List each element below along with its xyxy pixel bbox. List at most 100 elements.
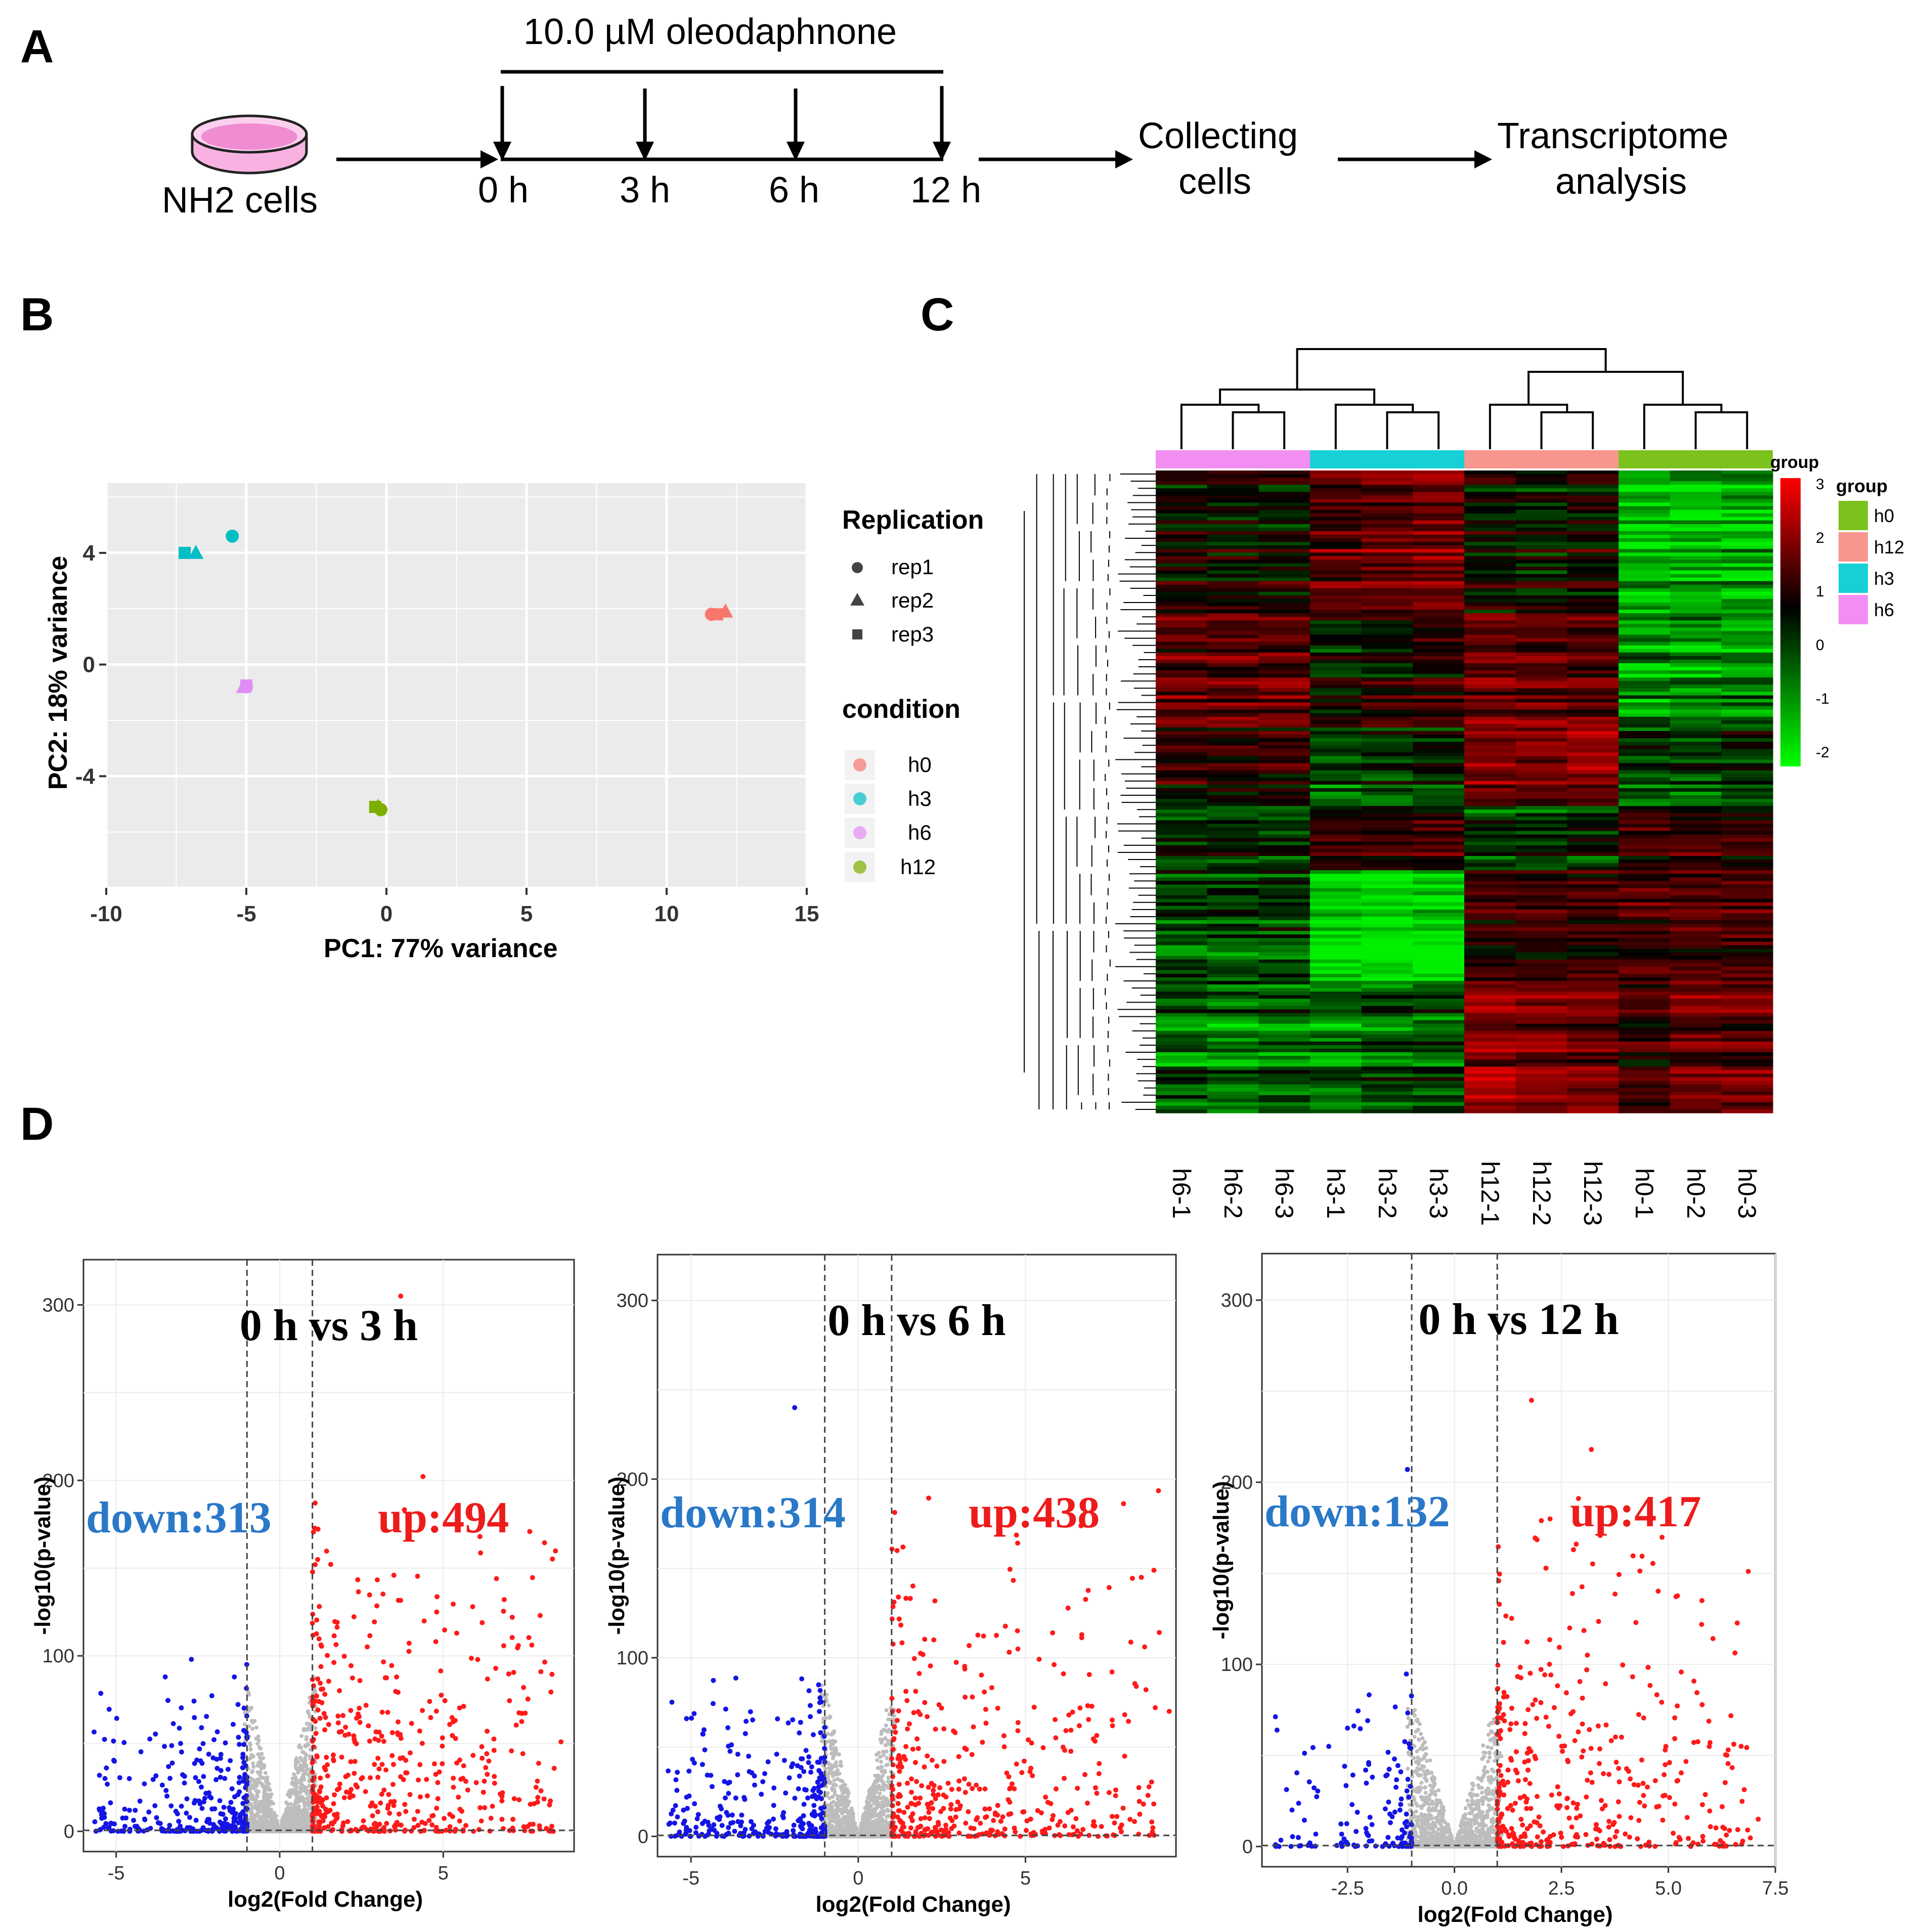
volcano-point-up: [403, 1809, 409, 1814]
group-bar-segment: [1310, 450, 1464, 468]
heatmap-cell: [1721, 492, 1773, 496]
volcano-point-up: [324, 1754, 329, 1760]
volcano-point-down: [214, 1766, 220, 1771]
volcano-point-up: [510, 1817, 516, 1822]
volcano-point-up: [451, 1776, 456, 1781]
volcano-point-up: [457, 1705, 462, 1711]
volcano-point-down: [197, 1746, 202, 1752]
volcano-point-up: [438, 1668, 444, 1673]
volcano-point-down: [97, 1773, 102, 1778]
volcano-point-up: [375, 1822, 381, 1828]
pca-xtick-label: 10: [654, 901, 679, 926]
volcano-point-up: [447, 1812, 453, 1817]
heatmap-cell: [1670, 492, 1722, 496]
volcano-point-ns: [264, 1807, 268, 1811]
heatmap-cell: [1258, 513, 1311, 518]
volcano-point-ns: [262, 1788, 267, 1793]
volcano-point-highlight: [162, 1674, 168, 1680]
volcano-point-ns: [263, 1797, 268, 1801]
volcano-point-ns: [280, 1819, 284, 1823]
volcano-point-down: [142, 1781, 147, 1787]
volcano-point-ns: [303, 1757, 308, 1762]
heatmap-cell: [1207, 502, 1259, 507]
step-transcriptome-line2: analysis: [1555, 161, 1687, 202]
volcano-point-up: [331, 1633, 337, 1639]
volcano-point-up: [535, 1778, 540, 1784]
volcano-point-up: [458, 1776, 464, 1782]
volcano-point-up: [389, 1753, 395, 1758]
volcano-point-up: [372, 1736, 378, 1742]
volcano-point-ns: [300, 1764, 305, 1768]
volcano-point-down: [213, 1777, 219, 1782]
volcano-point-up: [538, 1788, 544, 1793]
volcano-point-up: [396, 1598, 401, 1603]
heatmap-cell: [1207, 509, 1259, 514]
volcano-point-up: [354, 1741, 359, 1746]
heatmap-cell: [1361, 495, 1413, 500]
volcano-point-down: [223, 1816, 228, 1822]
volcano-point-up: [365, 1644, 370, 1650]
volcano-point-up: [387, 1811, 392, 1816]
volcano-point-up: [367, 1738, 372, 1744]
volcano-point-up: [335, 1713, 341, 1719]
volcano-point-ns: [248, 1747, 252, 1751]
volcano-point-up: [509, 1748, 514, 1754]
volcano-point-down: [164, 1793, 170, 1799]
heatmap-cell: [1567, 478, 1619, 482]
volcano-point-down: [163, 1828, 169, 1834]
heatmap-cell: [1207, 506, 1259, 510]
timepoint-12h: 12 h: [910, 170, 982, 210]
volcano-point-up: [367, 1633, 373, 1639]
heatmap-cell: [1207, 492, 1259, 496]
volcano-point-ns: [313, 1726, 318, 1731]
legend-condition-title: condition: [842, 695, 960, 724]
volcano-point-up: [393, 1689, 399, 1694]
volcano-point-up: [380, 1592, 386, 1597]
heatmap-cell: [1670, 502, 1722, 507]
volcano-point-ns: [307, 1799, 311, 1804]
volcano-point-ns: [306, 1804, 311, 1808]
heatmap-cell: [1156, 495, 1208, 500]
volcano-point-down: [122, 1824, 128, 1829]
volcano-point-up: [499, 1798, 505, 1804]
volcano-point-up: [328, 1562, 333, 1567]
volcano-point-down: [108, 1800, 113, 1806]
volcano-point-down: [180, 1772, 186, 1778]
volcano-point-down: [237, 1789, 242, 1794]
volcano-point-up: [343, 1725, 348, 1730]
pca-point-h3-rep2: [188, 544, 204, 559]
volcano-point-down: [221, 1805, 227, 1810]
volcano-point-up: [454, 1630, 459, 1636]
heatmap-cell: [1413, 495, 1465, 500]
heatmap-cell: [1361, 485, 1413, 489]
volcano-point-up: [477, 1805, 483, 1811]
heatmap-cell: [1721, 509, 1773, 514]
volcano-point-up: [334, 1624, 340, 1630]
heatmap-cell: [1207, 481, 1259, 485]
volcano-point-down: [241, 1742, 247, 1747]
volcano-point-ns: [292, 1791, 296, 1795]
volcano-point-up: [327, 1808, 333, 1813]
volcano-point-up: [482, 1805, 488, 1811]
volcano-point-down: [166, 1764, 171, 1769]
volcano-point-ns: [298, 1786, 303, 1790]
volcano-point-ns: [257, 1761, 261, 1765]
volcano-point-up: [435, 1780, 441, 1785]
heatmap-cell: [1721, 481, 1773, 485]
panel-label-b: B: [20, 289, 54, 340]
volcano-point-down: [117, 1775, 122, 1780]
heatmap-cell: [1310, 502, 1362, 507]
heatmap-cell: [1310, 495, 1362, 500]
volcano-point-ns: [251, 1825, 256, 1829]
volcano-point-up: [416, 1777, 421, 1783]
heatmap-cell: [1464, 481, 1516, 485]
legend-h12: h12: [900, 855, 936, 879]
volcano-point-down: [230, 1722, 236, 1727]
heatmap-cell: [1413, 513, 1465, 518]
volcano-point-up: [542, 1540, 547, 1545]
heatmap-cell: [1670, 481, 1722, 485]
heatmap-cell: [1310, 470, 1362, 475]
heatmap-cell: [1413, 470, 1465, 475]
heatmap-cell: [1361, 492, 1413, 496]
volcano-point-up: [330, 1752, 336, 1757]
